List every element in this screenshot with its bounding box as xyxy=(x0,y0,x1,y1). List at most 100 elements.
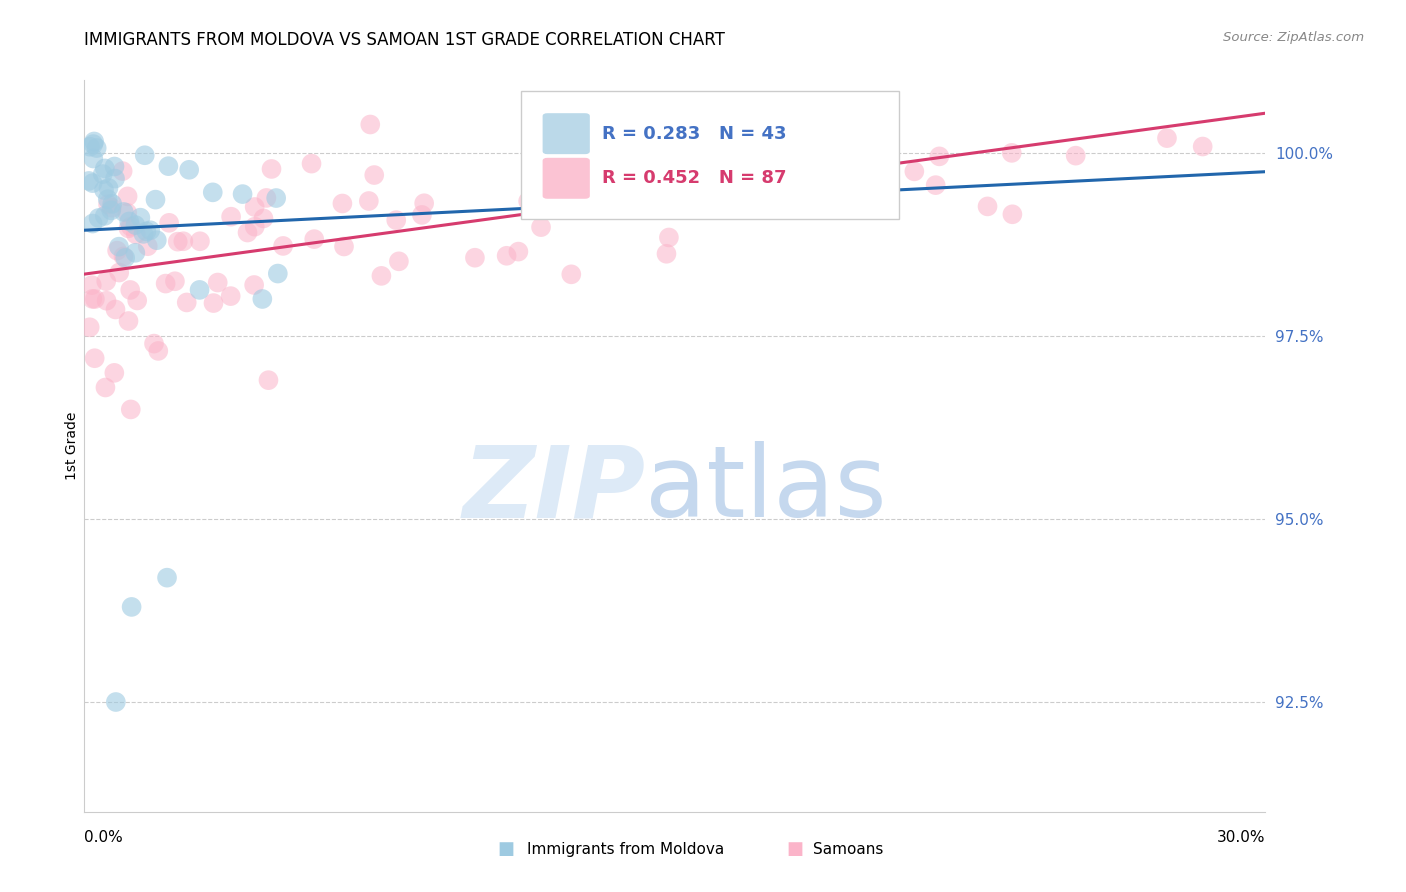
Text: ■: ■ xyxy=(498,840,515,858)
Point xyxy=(105,244,128,258)
Point xyxy=(86,141,108,155)
Text: R = 0.452   N = 87: R = 0.452 N = 87 xyxy=(602,169,786,187)
Point xyxy=(928,149,950,163)
Point xyxy=(117,189,139,203)
Point xyxy=(120,402,142,417)
Point xyxy=(135,224,157,238)
Point xyxy=(157,159,180,173)
Point xyxy=(560,268,582,282)
Point xyxy=(207,276,229,290)
Point xyxy=(243,219,266,234)
Point xyxy=(976,199,998,213)
Point xyxy=(332,196,354,211)
Point xyxy=(188,234,211,248)
Point xyxy=(100,203,122,218)
Point xyxy=(302,232,325,246)
FancyBboxPatch shape xyxy=(522,91,900,219)
Point xyxy=(1001,145,1024,160)
Point xyxy=(97,192,120,206)
Point xyxy=(77,174,100,188)
Point xyxy=(117,221,139,235)
Point xyxy=(108,240,131,254)
Point xyxy=(96,293,118,308)
Point xyxy=(134,148,156,162)
FancyBboxPatch shape xyxy=(543,158,591,199)
Point xyxy=(117,314,139,328)
Point xyxy=(413,196,436,211)
Point xyxy=(91,167,114,181)
Point xyxy=(202,296,225,310)
Point xyxy=(385,213,408,227)
Point xyxy=(166,235,188,249)
Point xyxy=(82,137,104,152)
Point xyxy=(260,161,283,176)
FancyBboxPatch shape xyxy=(543,113,591,154)
Point xyxy=(108,266,131,280)
Point xyxy=(188,283,211,297)
Point xyxy=(111,164,134,178)
Point xyxy=(82,292,104,306)
Point xyxy=(82,176,104,190)
Point xyxy=(124,218,146,232)
Text: ZIP: ZIP xyxy=(463,442,645,539)
Point xyxy=(252,292,274,306)
Point xyxy=(658,230,681,244)
Point xyxy=(82,152,104,166)
Point xyxy=(94,209,117,223)
Point xyxy=(112,205,135,219)
Text: Source: ZipAtlas.com: Source: ZipAtlas.com xyxy=(1223,31,1364,45)
Point xyxy=(370,268,392,283)
Point xyxy=(94,161,117,176)
Point xyxy=(101,197,124,211)
Point xyxy=(172,234,194,248)
Point xyxy=(411,208,433,222)
Point xyxy=(87,211,110,225)
Point xyxy=(741,169,763,183)
Point xyxy=(530,220,553,235)
Point xyxy=(104,302,127,317)
Point xyxy=(139,223,162,237)
Text: R = 0.283   N = 43: R = 0.283 N = 43 xyxy=(602,125,786,143)
Point xyxy=(94,380,117,394)
Point xyxy=(786,202,808,216)
Point xyxy=(117,206,139,220)
Point xyxy=(252,211,274,226)
Point xyxy=(148,343,170,358)
Point xyxy=(155,277,177,291)
Point xyxy=(301,156,323,170)
Point xyxy=(508,244,530,259)
Point xyxy=(1001,207,1024,221)
Point xyxy=(82,217,104,231)
Point xyxy=(903,164,925,178)
Point xyxy=(127,293,149,308)
Text: atlas: atlas xyxy=(645,442,887,539)
Point xyxy=(267,267,290,281)
Point xyxy=(120,283,142,297)
Point xyxy=(495,249,517,263)
Point xyxy=(146,233,169,247)
Point xyxy=(96,274,118,288)
Point xyxy=(254,191,277,205)
Point xyxy=(83,135,105,149)
Point xyxy=(201,186,224,200)
Y-axis label: 1st Grade: 1st Grade xyxy=(65,412,79,480)
Point xyxy=(464,251,486,265)
Point xyxy=(145,193,167,207)
Point xyxy=(157,216,180,230)
Point xyxy=(1064,148,1087,162)
Text: ■: ■ xyxy=(786,840,803,858)
Point xyxy=(136,239,159,253)
Point xyxy=(112,249,135,263)
Point xyxy=(644,169,666,183)
Point xyxy=(744,153,766,168)
Point xyxy=(79,320,101,334)
Point xyxy=(271,239,294,253)
Point xyxy=(359,118,381,132)
Point xyxy=(103,366,125,380)
Point xyxy=(97,197,120,211)
Point xyxy=(232,187,254,202)
Point xyxy=(664,199,686,213)
Point xyxy=(179,162,201,177)
Text: Samoans: Samoans xyxy=(813,842,883,856)
Point xyxy=(83,351,105,366)
